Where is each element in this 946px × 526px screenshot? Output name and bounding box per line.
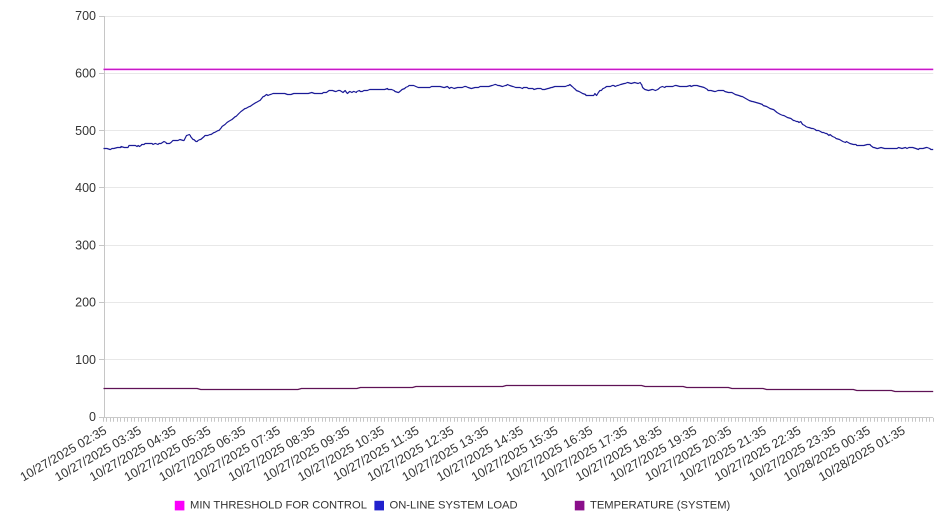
svg-text:100: 100	[75, 353, 96, 367]
svg-text:500: 500	[75, 124, 96, 138]
svg-text:400: 400	[75, 181, 96, 195]
svg-text:600: 600	[75, 67, 96, 81]
svg-text:0: 0	[89, 410, 96, 424]
svg-text:300: 300	[75, 238, 96, 252]
svg-text:200: 200	[75, 296, 96, 310]
svg-text:700: 700	[75, 9, 96, 23]
svg-text:ON-LINE SYSTEM LOAD: ON-LINE SYSTEM LOAD	[390, 500, 518, 512]
svg-text:MIN THRESHOLD FOR CONTROL: MIN THRESHOLD FOR CONTROL	[190, 500, 367, 512]
svg-text:TEMPERATURE (SYSTEM): TEMPERATURE (SYSTEM)	[590, 500, 731, 512]
